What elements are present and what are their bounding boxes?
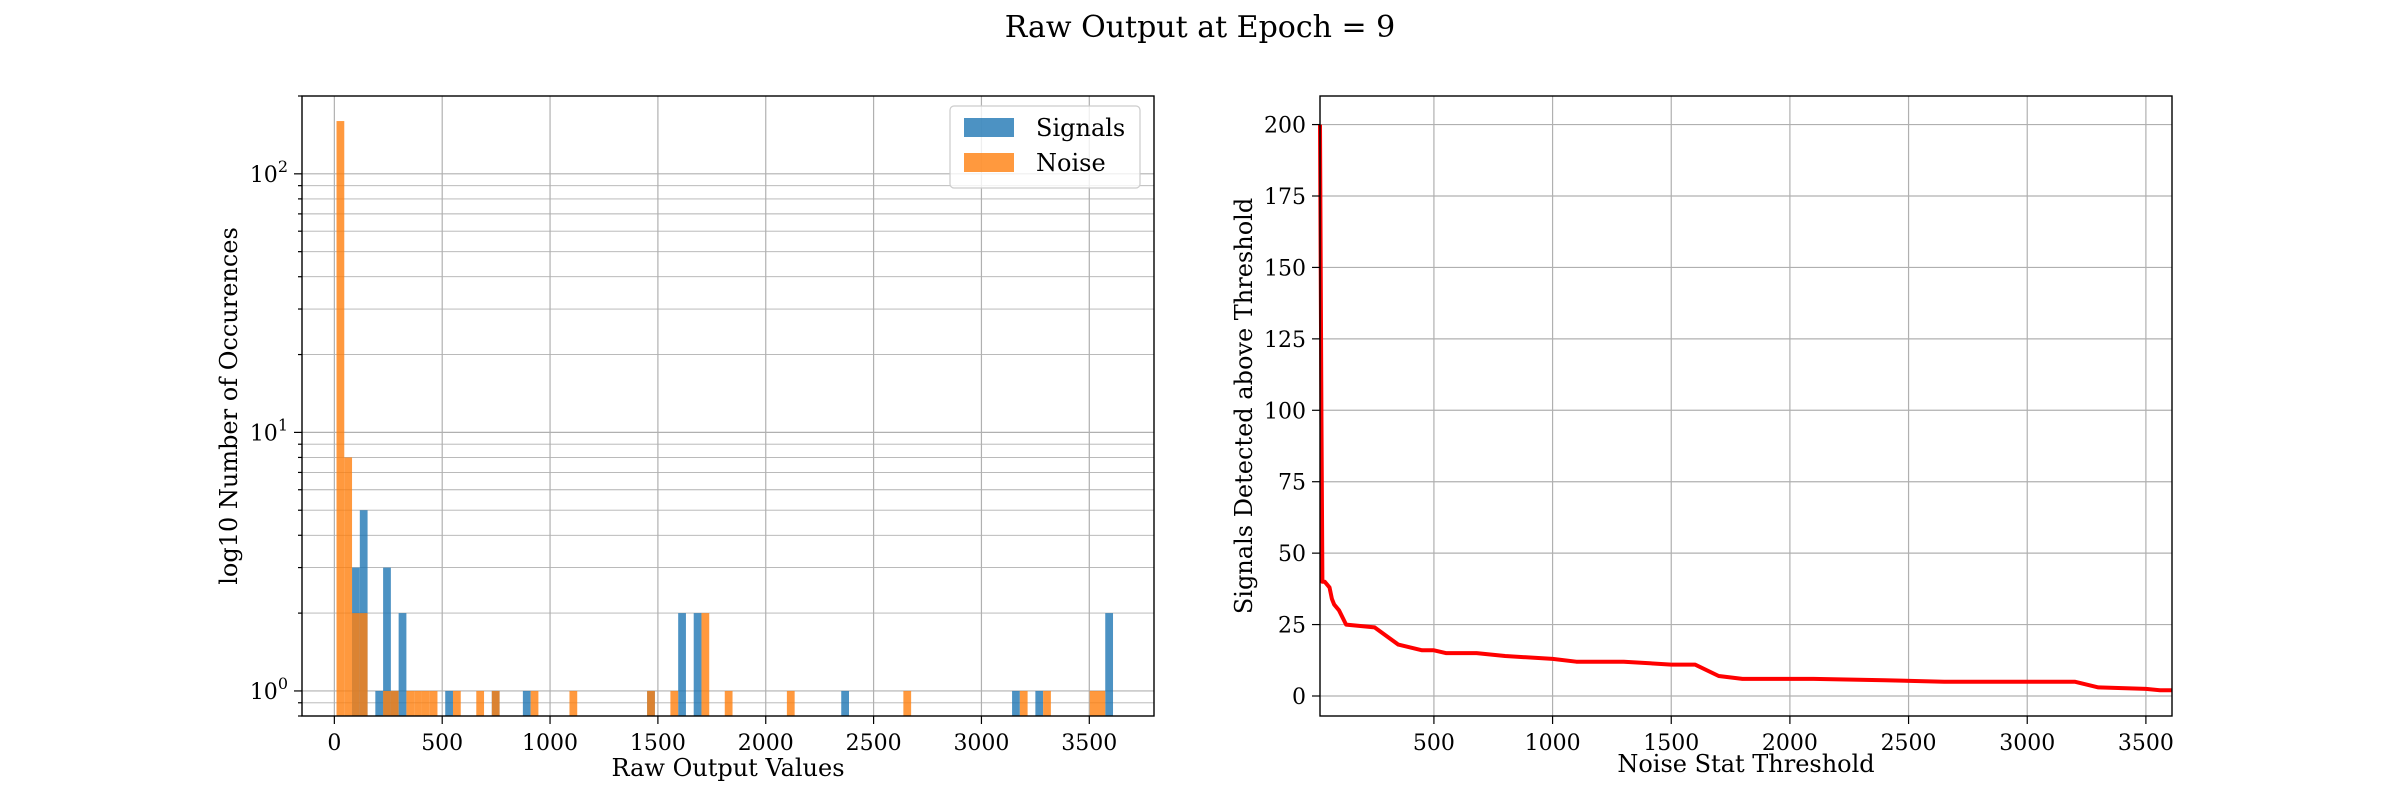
noise-bar	[359, 613, 368, 716]
threshold-y-label: Signals Detected above Threshold	[1230, 198, 1258, 614]
histogram-x-tick-label: 2500	[846, 731, 902, 756]
noise-bar	[429, 690, 438, 716]
histogram-y-tick-label: 100	[250, 674, 288, 705]
histogram-x-tick-label: 1500	[630, 731, 686, 756]
threshold-x-tick-label: 1500	[1643, 731, 1699, 756]
histogram-ticks: 0 500 1000 1500 2000 2500 3000 3500 100 101 102	[250, 95, 1117, 756]
threshold-y-tick-label: 0	[1292, 685, 1306, 710]
noise-bar	[569, 690, 578, 716]
legend-noise-swatch	[964, 153, 1014, 172]
legend-noise-label: Noise	[1036, 149, 1106, 177]
threshold-y-tick-label: 125	[1264, 328, 1306, 353]
histogram-x-label: Raw Output Values	[611, 754, 844, 782]
signals-bar	[841, 690, 850, 716]
signals-bar	[398, 613, 407, 716]
threshold-x-label: Noise Stat Threshold	[1617, 750, 1874, 778]
histogram-bars	[336, 121, 1114, 717]
histogram-y-tick-label: 101	[250, 415, 288, 446]
noise-bar	[1089, 690, 1098, 716]
noise-bar	[383, 690, 391, 716]
histogram-y-label: log10 Number of Occurences	[215, 227, 243, 585]
noise-bar	[476, 690, 485, 716]
noise-bar	[491, 690, 500, 716]
threshold-y-tick-label: 100	[1264, 399, 1306, 424]
signals-bar	[375, 690, 384, 716]
noise-bar	[1043, 690, 1051, 716]
noise-bar	[421, 690, 430, 716]
noise-bar	[344, 457, 353, 716]
signals-bar	[678, 613, 686, 716]
noise-bar	[1097, 690, 1106, 716]
histogram-grid	[302, 95, 1154, 717]
threshold-frame	[1319, 95, 2173, 717]
noise-bar	[724, 690, 733, 716]
noise-bar	[647, 690, 655, 716]
noise-bar	[530, 690, 539, 716]
histogram-x-tick-label: 3500	[1061, 731, 1117, 756]
threshold-ticks: 500 1000 1500 2000 2500 3000 3500 0 25 50 75 100 125…	[1264, 114, 2174, 756]
noise-bar	[336, 121, 345, 717]
threshold-y-tick-label: 200	[1264, 114, 1306, 139]
histogram-y-tick-label: 102	[250, 157, 288, 188]
histogram-x-tick-label: 0	[327, 731, 341, 756]
signals-bar	[522, 690, 531, 716]
signals-bar	[1105, 613, 1114, 716]
signals-bar	[383, 567, 391, 716]
noise-bar	[390, 690, 399, 716]
noise-bar	[903, 690, 912, 716]
histogram-x-tick-label: 500	[421, 731, 463, 756]
noise-bar	[701, 613, 710, 716]
histogram-x-tick-label: 1000	[522, 731, 578, 756]
histogram-x-tick-label: 2000	[738, 731, 794, 756]
signals-bar	[445, 690, 453, 716]
histogram-panel: 0 500 1000 1500 2000 2500 3000 3500 100 101 102 Ra…	[215, 95, 1155, 782]
legend: Signals Noise	[949, 105, 1141, 189]
threshold-panel: 500 1000 1500 2000 2500 3000 3500 0 25 50 75 100 125…	[1230, 95, 2174, 778]
threshold-x-tick-label: 1000	[1525, 731, 1581, 756]
noise-bar	[786, 690, 795, 716]
threshold-y-tick-label: 25	[1278, 614, 1306, 639]
threshold-y-tick-label: 150	[1264, 256, 1306, 281]
threshold-y-tick-label: 50	[1278, 542, 1306, 567]
noise-bar	[670, 690, 679, 716]
legend-signals-label: Signals	[1036, 114, 1125, 142]
noise-bar	[1019, 690, 1028, 716]
noise-bar	[406, 690, 415, 716]
threshold-x-tick-label: 2000	[1762, 731, 1818, 756]
threshold-y-tick-label: 75	[1278, 471, 1306, 496]
threshold-x-tick-label: 3000	[1999, 731, 2055, 756]
legend-signals-swatch	[964, 118, 1014, 137]
threshold-x-tick-label: 3500	[2118, 731, 2174, 756]
histogram-frame	[301, 95, 1155, 717]
figure-title: Raw Output at Epoch = 9	[1005, 10, 1396, 45]
threshold-x-tick-label: 2500	[1881, 731, 1937, 756]
noise-bar	[352, 613, 360, 716]
signals-bar	[1012, 690, 1020, 716]
signals-bar	[693, 613, 702, 716]
threshold-grid	[1320, 96, 2172, 716]
threshold-x-tick-label: 500	[1413, 731, 1455, 756]
noise-bar	[414, 690, 422, 716]
noise-bar	[452, 690, 461, 716]
detection-curve	[1318, 124, 2172, 693]
signals-bar	[1035, 690, 1044, 716]
threshold-y-tick-label: 175	[1264, 185, 1306, 210]
histogram-x-tick-label: 3000	[953, 731, 1009, 756]
